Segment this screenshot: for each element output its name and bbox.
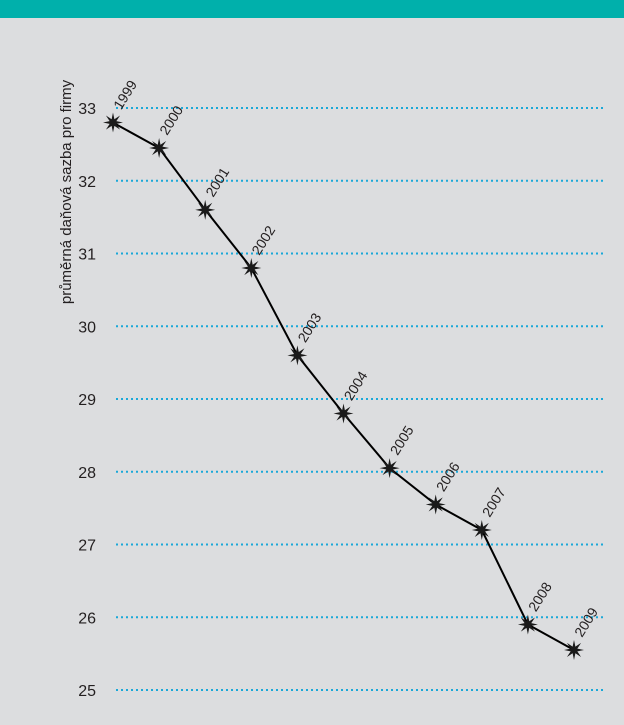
y-tick-label: 31 [78,247,96,264]
x-tick-label: 2004 [340,368,370,403]
data-point-marker [241,258,262,279]
gridlines [116,107,604,691]
data-point-marker [149,138,170,159]
x-tick-label: 2009 [571,605,601,640]
data-point-marker [425,494,446,515]
x-tick-label: 2007 [479,484,509,519]
x-tick-label: 2006 [433,459,463,494]
data-point-marker [103,112,123,133]
x-tick-label: 2008 [525,579,555,614]
data-point-marker [333,403,354,424]
data-point-marker [517,614,538,635]
y-tick-label: 30 [78,319,96,336]
y-tick-label: 32 [78,174,96,191]
y-tick-labels: 25 26 27 28 29 30 31 32 33 [78,101,96,700]
y-tick-label: 27 [78,538,96,555]
year-labels: 1999200020012002200320042005200620072008… [110,77,601,640]
y-axis-title: průměrná daňová sazba pro firmy [58,79,75,304]
y-tick-label: 29 [78,392,96,409]
data-point-marker [564,639,584,660]
data-point-marker [379,458,400,479]
y-tick-label: 33 [78,101,96,118]
x-tick-label: 2005 [387,423,417,458]
markers [103,112,584,660]
y-tick-label: 26 [78,610,96,627]
data-point-marker [287,345,308,366]
top-accent-bar [0,0,624,18]
x-tick-label: 2001 [202,164,232,199]
y-tick-label: 28 [78,465,96,482]
data-point-marker [195,199,216,220]
series-line [112,121,575,651]
x-tick-label: 2002 [248,223,278,258]
x-tick-label: 2003 [294,310,324,345]
x-tick-label: 1999 [110,77,140,112]
data-point-marker [471,519,492,540]
series [112,121,575,651]
y-tick-label: 25 [78,683,96,700]
